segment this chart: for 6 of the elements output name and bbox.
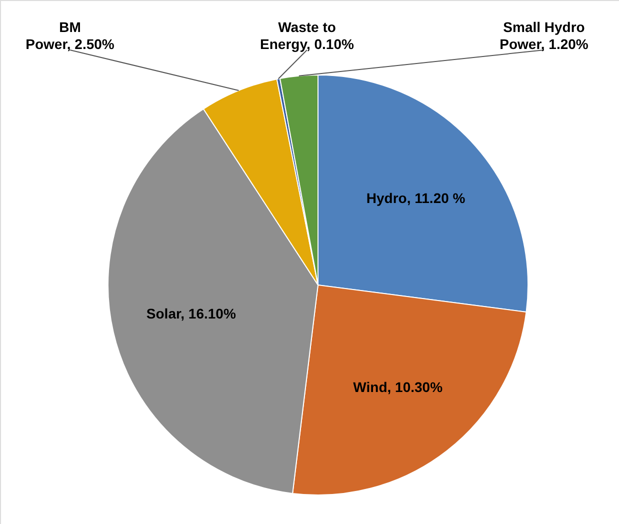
slice-label: Waste to Energy, 0.10% [260, 19, 354, 52]
slice-label: Small Hydro Power, 1.20% [500, 19, 589, 52]
slice-label: BM Power, 2.50% [26, 19, 115, 52]
slice-label: Solar, 16.10% [146, 305, 236, 322]
slice-label: Hydro, 11.20 % [366, 190, 466, 206]
slice-label: Wind, 10.30% [353, 378, 444, 395]
